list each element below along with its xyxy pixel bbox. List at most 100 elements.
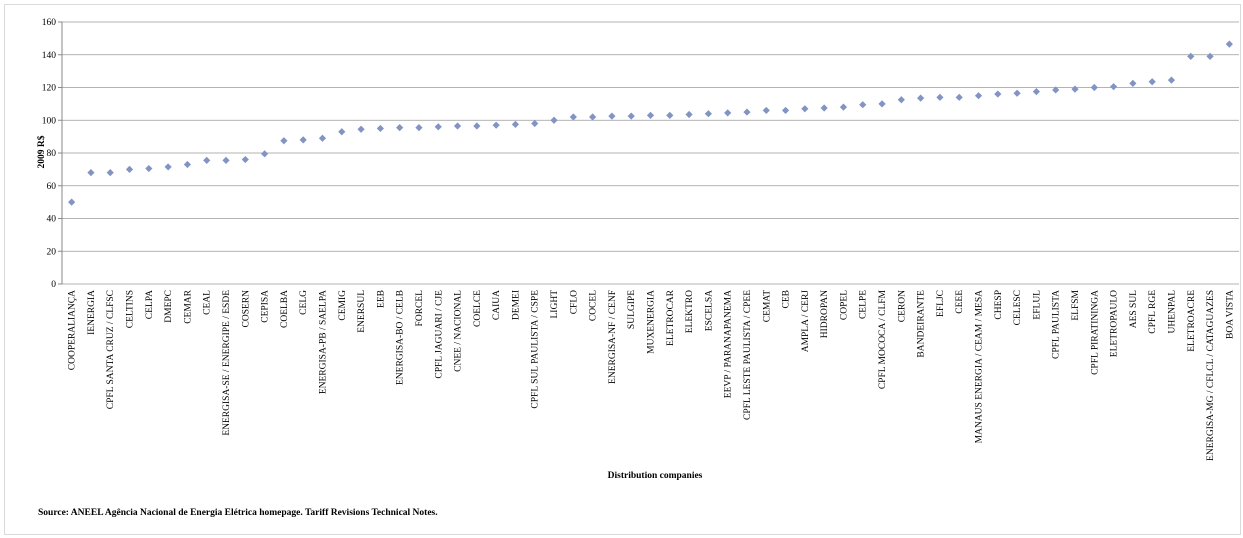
point xyxy=(820,104,828,112)
x-tick-label: SULGIPE xyxy=(627,290,637,329)
point xyxy=(917,94,925,102)
point xyxy=(1109,83,1118,91)
point xyxy=(1206,52,1214,60)
point xyxy=(415,124,423,132)
point xyxy=(1052,86,1060,94)
point xyxy=(87,169,95,177)
point xyxy=(801,105,809,113)
chart-border xyxy=(4,4,1241,535)
point xyxy=(1187,52,1195,60)
point xyxy=(473,122,481,130)
point xyxy=(550,116,558,124)
point xyxy=(936,93,944,101)
x-axis-label: Distribution companies xyxy=(608,471,703,481)
x-tick-label: COPEL xyxy=(839,290,849,320)
x-tick-label: EEVP / PARANAPANEMA xyxy=(724,290,734,398)
x-tick-label: CPFL PAULISTA xyxy=(1052,290,1062,359)
x-tick-label: EFLJC xyxy=(936,290,946,317)
x-tick-label: CPFL SUL PAULISTA / CSPE xyxy=(531,290,541,409)
x-tick-label: CEEE xyxy=(955,290,965,314)
point xyxy=(145,164,153,173)
x-tick-label: COCEL xyxy=(589,290,599,321)
x-tick-label: COELBA xyxy=(280,290,290,328)
x-tick-label: CEB xyxy=(782,290,792,308)
x-tick-label: MANAUS ENERGIA / CEAM / MESA xyxy=(975,290,985,443)
x-tick-label: FORCEL xyxy=(415,290,425,327)
point xyxy=(1129,79,1137,88)
x-tick-label: CNEE / NACIONAL xyxy=(454,290,464,372)
point xyxy=(589,113,597,121)
x-tick-label: CPFL MOCOCA / CLFM xyxy=(878,289,888,389)
x-tick-label: IENERGIA xyxy=(87,290,97,335)
point xyxy=(781,106,790,115)
x-tick-label: AMPLA / CERJ xyxy=(801,290,811,353)
point xyxy=(106,169,114,177)
point xyxy=(955,93,963,101)
point xyxy=(318,134,327,142)
y-tick-label: 60 xyxy=(47,182,57,192)
x-tick-label: CPFL PIRATININGA xyxy=(1090,290,1100,375)
point xyxy=(1071,85,1079,93)
point xyxy=(627,112,635,120)
x-tick-label: BOA VISTA xyxy=(1225,290,1235,339)
x-tick-label: CEMAR xyxy=(183,289,193,323)
x-tick-label: CELESC xyxy=(1013,290,1023,325)
point xyxy=(68,198,76,206)
point xyxy=(1148,78,1156,86)
source-note: Source: ANEEL Agência Nacional de Energi… xyxy=(38,508,438,518)
point xyxy=(453,122,462,130)
point xyxy=(531,119,539,128)
point xyxy=(511,120,520,128)
point xyxy=(743,108,751,116)
x-tick-label: ENERGISA-BO / CELB xyxy=(396,290,406,385)
y-tick-label: 20 xyxy=(47,247,57,257)
point xyxy=(222,156,230,164)
x-tick-label: COSERN xyxy=(241,290,251,328)
point xyxy=(859,101,867,109)
point xyxy=(434,123,442,131)
point xyxy=(203,156,211,164)
x-tick-label: CEMIG xyxy=(338,290,348,321)
x-tick-label: ENERGISA-MG / CFLCL / CATAGUAZES xyxy=(1206,290,1216,461)
x-tick-label: CELPE xyxy=(859,290,869,319)
point xyxy=(897,96,905,104)
x-tick-label: ENERGISA-NF / CENF xyxy=(608,290,618,384)
x-tick-label: ENERGISA-PB / SAELPA xyxy=(318,290,328,394)
x-tick-label: COOPERALIANÇA xyxy=(68,290,78,370)
x-tick-label: CELTINS xyxy=(126,290,136,328)
point xyxy=(492,121,500,129)
x-tick-label: CAIUA xyxy=(492,290,502,320)
x-tick-label: CELG xyxy=(299,290,309,315)
point xyxy=(125,165,134,173)
x-tick-label: CPFL RGE xyxy=(1148,290,1158,334)
point xyxy=(994,90,1002,98)
point xyxy=(1013,89,1021,97)
point xyxy=(183,160,192,169)
x-tick-label: CERON xyxy=(897,290,907,322)
point xyxy=(241,155,249,164)
x-tick-label: CPFL SANTA CRUZ / CLFSC xyxy=(106,290,116,409)
point xyxy=(608,112,616,120)
x-tick-label: CFLO xyxy=(569,290,579,314)
point xyxy=(704,110,712,118)
x-tick-label: CEMAT xyxy=(762,290,772,322)
x-tick-label: DMEPC xyxy=(164,290,174,323)
x-tick-label: COELCE xyxy=(473,290,483,327)
y-tick-label: 100 xyxy=(42,116,57,126)
x-tick-label: ENERSUL xyxy=(357,290,367,333)
x-tick-label: CHESP xyxy=(994,290,1004,320)
point xyxy=(724,109,732,117)
x-tick-label: EFLUL xyxy=(1032,290,1042,320)
x-tick-label: HIDROPAN xyxy=(820,290,830,338)
y-tick-label: 40 xyxy=(47,215,57,225)
point xyxy=(1090,83,1098,92)
x-tick-label: BANDEIRANTE xyxy=(917,290,927,358)
x-tick-label: ELETROACRE xyxy=(1187,290,1197,352)
point xyxy=(646,111,655,119)
point xyxy=(974,92,983,100)
point xyxy=(569,113,577,121)
x-tick-label: LIGHT xyxy=(550,290,560,319)
x-tick-label: ESCELSA xyxy=(704,290,714,331)
point xyxy=(280,137,288,145)
